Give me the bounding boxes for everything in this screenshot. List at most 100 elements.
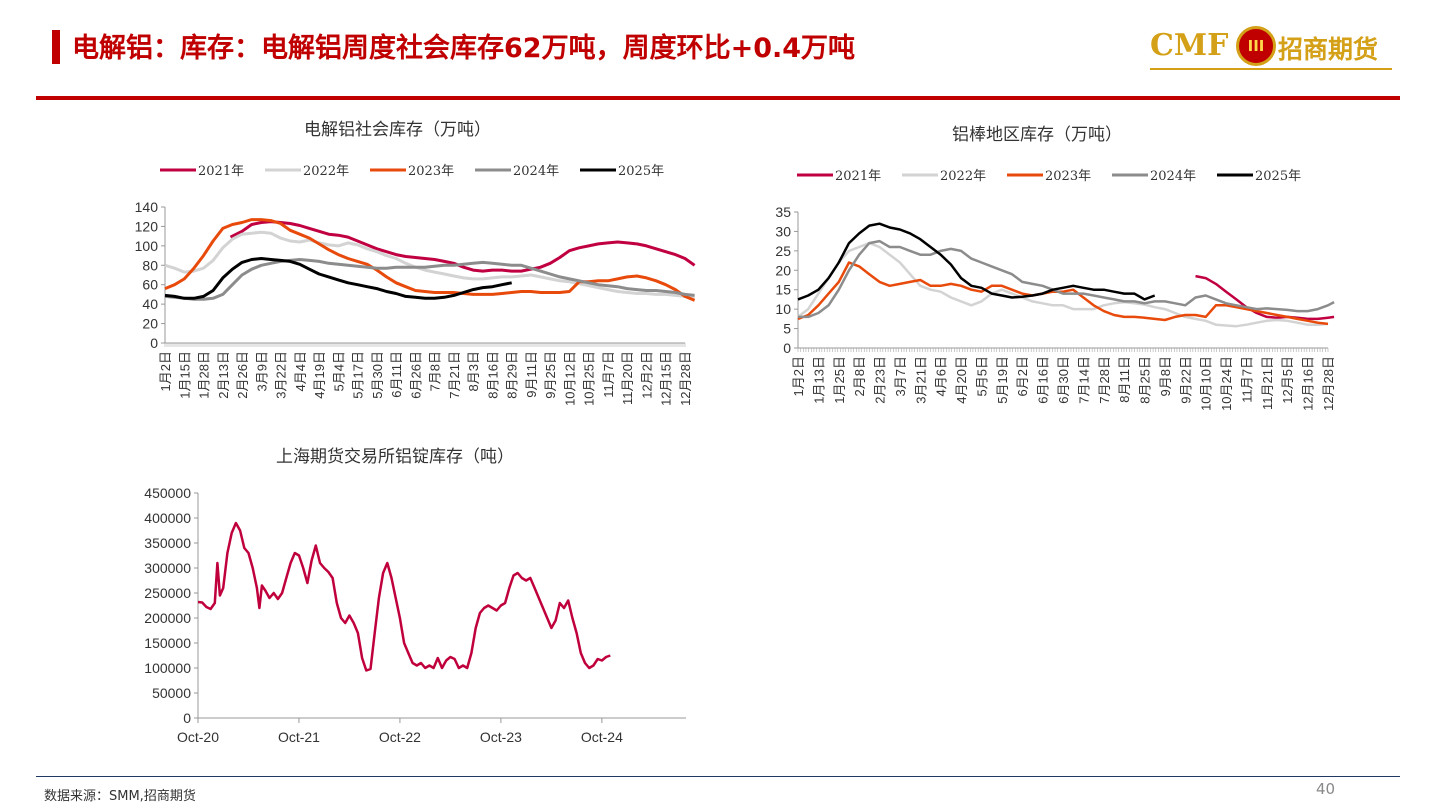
y-tick-label: 30 xyxy=(775,223,791,239)
x-tick-label: 12月15日 xyxy=(659,351,674,406)
x-tick-label: 7月21日 xyxy=(447,351,462,399)
title-accent-bar xyxy=(52,30,60,64)
y-tick-label: 200000 xyxy=(144,610,191,626)
x-tick-label: 3月9日 xyxy=(254,351,269,391)
series-line xyxy=(229,220,696,273)
x-tick-label: 6月26日 xyxy=(408,351,423,399)
series-line xyxy=(798,239,1335,319)
legend-label: 2023年 xyxy=(408,164,454,179)
series-line xyxy=(797,261,1329,326)
x-tick-label: 2月13日 xyxy=(216,351,231,399)
x-tick-label: 10月24日 xyxy=(1219,356,1234,411)
x-tick-label: Oct-24 xyxy=(581,729,623,745)
legend-label: 2025年 xyxy=(618,164,664,179)
x-tick-label: 12月2日 xyxy=(639,351,654,399)
legend-label: 2021年 xyxy=(835,169,881,184)
x-tick-label: 8月29日 xyxy=(505,351,520,399)
x-tick-label: Oct-21 xyxy=(278,729,320,745)
chart-shfe-inventory: 0 50000 100000 150000 200000 250000 300000 3500… xyxy=(144,485,686,745)
y-tick-label: 15 xyxy=(775,282,791,298)
y-tick-label: 25 xyxy=(775,243,791,259)
x-tick-label: 1月2日 xyxy=(791,356,806,396)
company-logo: CMF III 招商期货 xyxy=(1150,26,1400,72)
x-tick-label: Oct-23 xyxy=(480,729,522,745)
x-tick-label: 5月30日 xyxy=(370,351,385,399)
x-tick-label: 8月11日 xyxy=(1117,356,1132,403)
chart-title-bar-inventory: 铝棒地区库存（万吨） xyxy=(952,125,1122,145)
data-source: 数据来源：SMM,招商期货 xyxy=(44,789,196,804)
legend-label: 2022年 xyxy=(940,169,986,184)
x-tick-label: 4月6日 xyxy=(934,356,949,396)
x-tick-label: Oct-22 xyxy=(379,729,421,745)
legend-label: 2023年 xyxy=(1045,169,1091,184)
x-tick-label: 1月2日 xyxy=(158,351,173,391)
x-tick-label: 2月26日 xyxy=(235,351,250,399)
y-tick-label: 100000 xyxy=(144,660,191,676)
x-tick-label: Oct-20 xyxy=(177,729,219,745)
chart-title-shfe-inventory: 上海期货交易所铝锭库存（吨） xyxy=(276,447,514,467)
x-tick-label: 8月16日 xyxy=(485,351,500,399)
x-tick-label: 6月11日 xyxy=(389,351,404,398)
footer-divider xyxy=(36,776,1400,777)
x-tick-label: 6月30日 xyxy=(1056,356,1071,404)
x-tick-label: 12月28日 xyxy=(678,351,693,406)
legend-label: 2021年 xyxy=(198,164,244,179)
x-tick-label: 9月25日 xyxy=(543,351,558,399)
x-tick-label: 8月25日 xyxy=(1138,356,1153,404)
legend-label: 2022年 xyxy=(303,164,349,179)
x-tick-label: 7月14日 xyxy=(1076,356,1091,404)
series-line xyxy=(164,218,696,302)
x-tick-label: 3月7日 xyxy=(893,356,908,396)
chart-bar-inventory: 2021年 2022年 2023年 2024年 2025年 0 5 10 15 20 25 30 35 1… xyxy=(775,169,1336,411)
series-line xyxy=(164,230,695,298)
x-tick-label: 2月8日 xyxy=(852,356,867,396)
page-number: 40 xyxy=(1316,780,1336,798)
series-line xyxy=(797,241,1329,328)
legend-label: 2024年 xyxy=(1150,169,1196,184)
x-tick-label: 11月20日 xyxy=(620,351,635,405)
series-line xyxy=(197,521,611,672)
logo-underline xyxy=(1150,68,1392,70)
y-tick-label: 0 xyxy=(783,340,791,356)
y-tick-label: 450000 xyxy=(144,485,191,501)
x-tick-label: 2月23日 xyxy=(873,356,888,404)
x-tick-label: 6月2日 xyxy=(1015,356,1030,396)
chart-social-inventory: 2021年 2022年 2023年 2024年 2025年 0 20 40 60 80 100 120… xyxy=(135,164,696,406)
logo-cmf-text: CMF xyxy=(1150,28,1229,63)
x-tick-label: 3月22日 xyxy=(274,351,289,399)
y-tick-label: 100 xyxy=(135,238,159,254)
y-tick-label: 5 xyxy=(783,321,791,337)
y-tick-label: 40 xyxy=(142,296,158,312)
x-tick-label: 1月13日 xyxy=(811,356,826,404)
x-tick-label: 11月7日 xyxy=(601,351,616,398)
x-tick-label: 9月11日 xyxy=(524,351,539,398)
x-tick-label: 5月17日 xyxy=(351,351,366,399)
y-tick-label: 50000 xyxy=(152,685,191,701)
x-tick-label: 1月25日 xyxy=(832,356,847,404)
y-tick-label: 300000 xyxy=(144,560,191,576)
x-tick-label: 1月28日 xyxy=(197,351,212,399)
logo-company-name: 招商期货 xyxy=(1278,35,1379,64)
x-tick-label: 7月28日 xyxy=(1097,356,1112,404)
series-line xyxy=(164,257,512,300)
y-tick-label: 35 xyxy=(775,204,791,220)
x-tick-label: 1月15日 xyxy=(177,351,192,399)
x-tick-label: 10月25日 xyxy=(582,351,597,406)
x-tick-label: 10月12日 xyxy=(562,351,577,406)
x-tick-label: 9月22日 xyxy=(1178,356,1193,404)
series-line xyxy=(1195,274,1335,321)
y-tick-label: 60 xyxy=(142,277,158,293)
y-tick-label: 140 xyxy=(135,199,159,215)
x-tick-label: 3月21日 xyxy=(913,356,928,404)
y-tick-label: 150000 xyxy=(144,635,191,651)
header-divider xyxy=(36,96,1400,100)
y-tick-label: 20 xyxy=(142,316,158,332)
y-tick-label: 10 xyxy=(775,301,791,317)
legend-label: 2024年 xyxy=(513,164,559,179)
y-tick-label: 0 xyxy=(150,335,158,351)
series-line xyxy=(164,258,695,301)
x-tick-label: 4月4日 xyxy=(293,351,308,391)
series-line xyxy=(797,222,1156,301)
y-tick-label: 350000 xyxy=(144,535,191,551)
x-tick-label: 5月4日 xyxy=(331,351,346,391)
